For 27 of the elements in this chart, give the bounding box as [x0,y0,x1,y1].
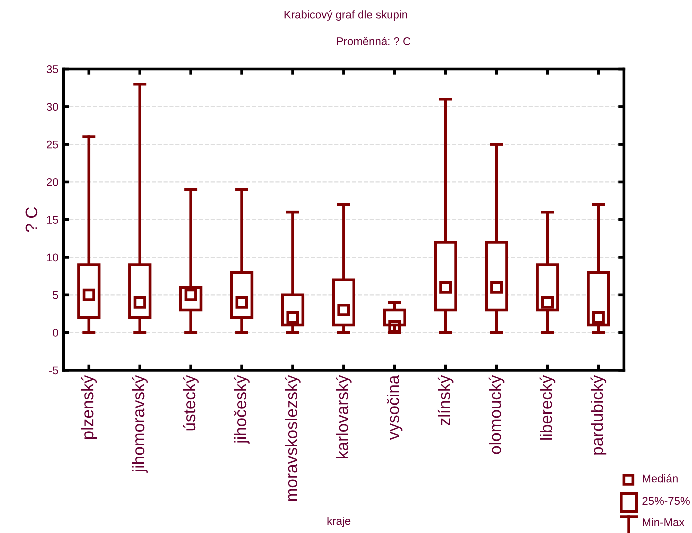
x-tick-label: vysočina [387,375,403,440]
y-axis-title: ? C [26,208,38,232]
x-tick-label: pardubický [590,375,607,455]
y-tick-label: 30 [46,103,58,112]
x-tick-label: zlínský [438,375,454,426]
y-tick-label: 0 [53,329,58,337]
y-tick-label: 20 [47,178,58,186]
y-tick-label: 25 [47,140,58,149]
y-tick-label: 5 [53,292,58,300]
x-tick-label: moravskoslezský [285,375,301,502]
y-tick-label: -5 [49,366,58,375]
x-tick-label: karlovarský [336,375,352,458]
text: Medián [643,474,678,483]
x-tick-label: olomoucký [488,375,505,454]
text: 25%-75% [642,497,690,506]
x-tick-label: jihomoravský [132,375,148,473]
text: Min-Max [643,518,685,526]
y-tick-label: 10 [47,254,58,262]
x-axis-title: kraje [328,516,351,528]
x-tick-label: liberecký [540,375,556,440]
chart-title: Krabicový graf dle skupin [284,10,408,21]
x-tick-label: plzenský [81,375,98,440]
y-tick-label: 35 [46,66,58,74]
y-tick-label: 15 [47,216,58,224]
chart-subtitle: Proměnná: ? C [337,37,411,46]
x-tick-label: jihočeský [234,375,250,444]
x-tick-label: ústecký [183,375,199,431]
